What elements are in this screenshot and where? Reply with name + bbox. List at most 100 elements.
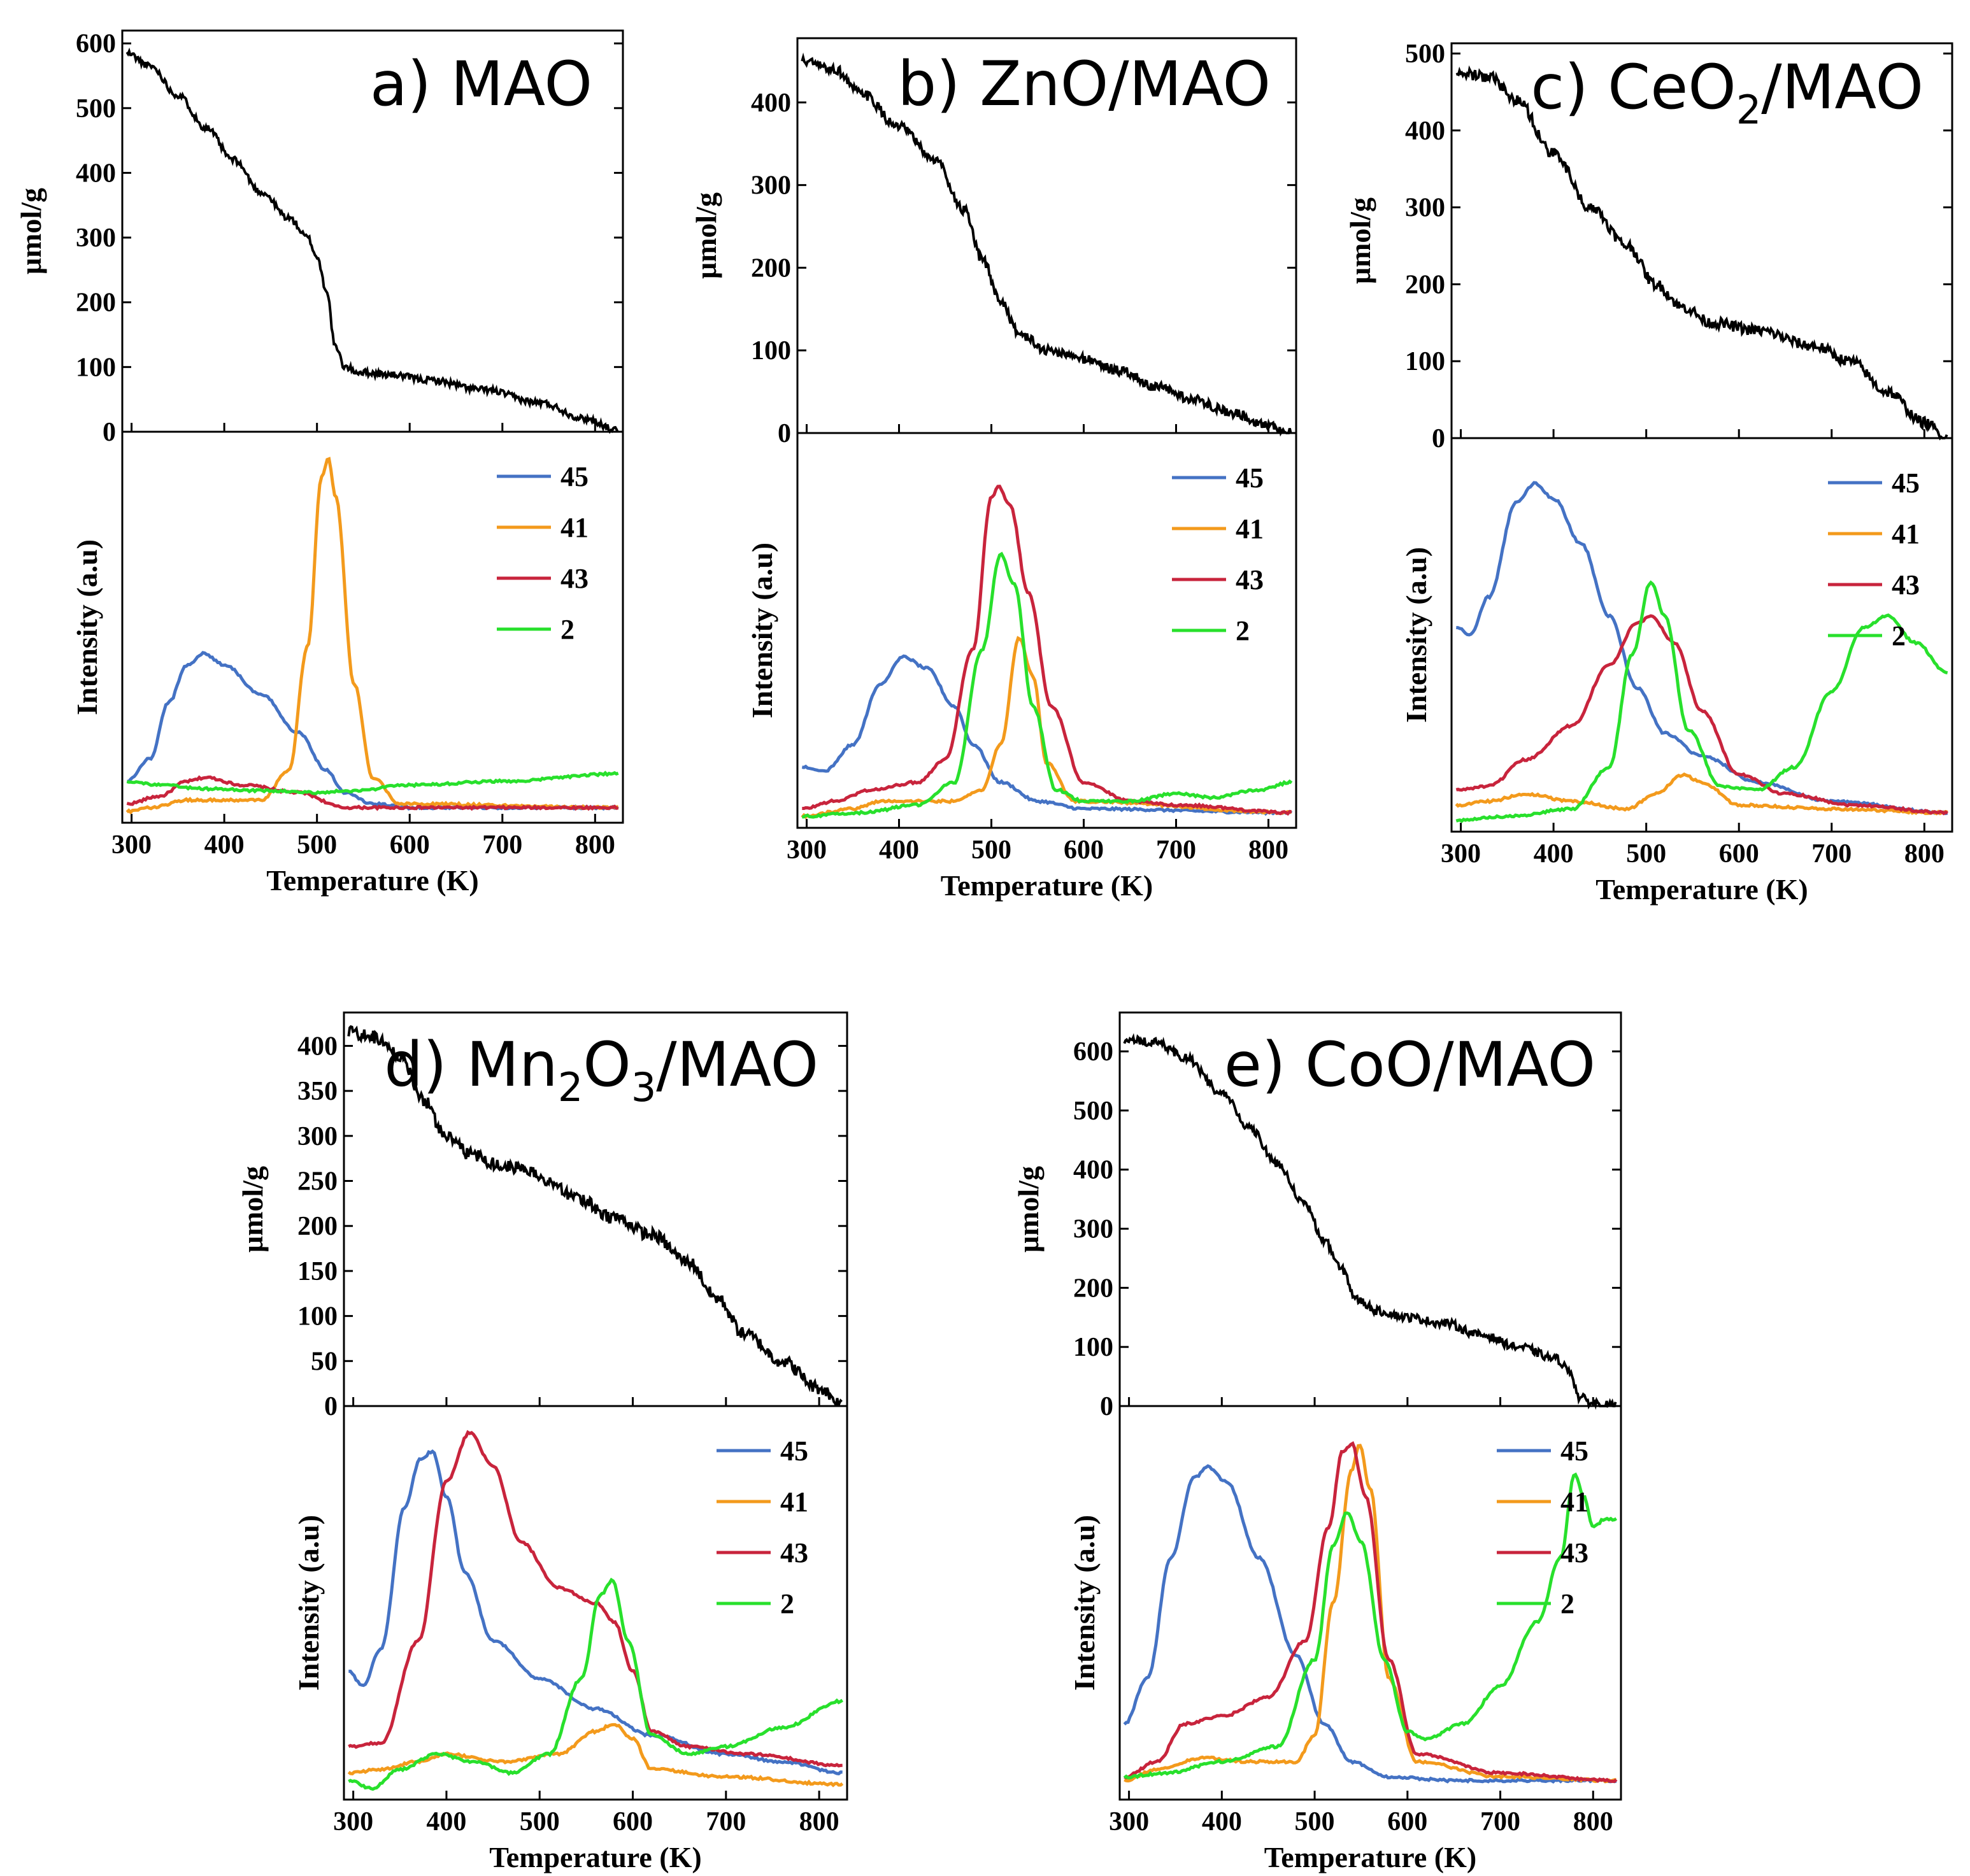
x-tick-label: 500 (1626, 839, 1666, 869)
series-line-45 (126, 651, 619, 811)
panel-title: a) MAO (370, 48, 592, 120)
x-tick-label: 500 (1295, 1807, 1335, 1837)
legend-label-2: 2 (780, 1588, 794, 1619)
y-tick-label: 500 (1073, 1097, 1113, 1126)
legend-label-2: 2 (1236, 615, 1250, 646)
x-tick-label: 600 (1064, 835, 1104, 865)
x-tick-label: 300 (787, 835, 827, 865)
panel-title: c) CeO2/MAO (1531, 52, 1924, 133)
y-tick-label: 100 (1405, 347, 1445, 376)
series-line-umol (1123, 1033, 1617, 1411)
x-tick-label: 500 (971, 835, 1011, 865)
x-tick-label: 700 (1811, 839, 1852, 869)
series-line-45 (1456, 481, 1948, 816)
y-tick-label: 150 (297, 1257, 338, 1286)
series-line-umol (347, 1025, 843, 1407)
x-tick-label: 300 (1441, 839, 1481, 869)
series-line-2 (802, 551, 1293, 819)
y-tick-label: 0 (324, 1392, 338, 1421)
y-tick-label: 100 (297, 1302, 338, 1332)
legend-label-2: 2 (1560, 1588, 1574, 1619)
x-tick-label: 400 (879, 835, 919, 865)
x-axis-label: Temperature (K) (266, 864, 478, 897)
panel-c: 0 100 200 300 400 500 300 400 500 600 700 800 Temper… (1344, 39, 1953, 906)
x-tick-label: 600 (390, 830, 430, 860)
legend-label-41: 41 (1236, 513, 1264, 544)
x-tick-label: 700 (482, 830, 522, 860)
x-axis-label: Temperature (K) (941, 869, 1153, 902)
panel-a: 0 100 200 300 400 500 600 300 400 500 600 700 800 Tem… (15, 29, 624, 897)
x-tick-label: 300 (1109, 1807, 1149, 1837)
series-line-2 (1455, 580, 1948, 823)
bottom-y-axis-label: Intensity (a.u) (71, 539, 103, 715)
bottom-plot-frame (343, 1405, 848, 1801)
y-tick-label: 200 (751, 253, 791, 283)
y-tick-label: 200 (1073, 1274, 1113, 1303)
bottom-y-axis-label: Intensity (a.u) (1400, 547, 1432, 723)
series-line-45 (348, 1449, 843, 1776)
y-tick-label: 400 (76, 159, 116, 188)
legend-label-43: 43 (1236, 564, 1264, 595)
y-tick-label: 200 (1405, 270, 1445, 299)
bottom-y-axis-label: Intensity (a.u) (292, 1515, 325, 1691)
y-tick-label: 200 (76, 288, 116, 318)
x-tick-label: 800 (575, 830, 615, 860)
x-tick-label: 700 (1480, 1807, 1520, 1837)
y-tick-label: 0 (103, 418, 116, 447)
y-tick-label: 300 (1073, 1215, 1113, 1244)
legend-label-45: 45 (1236, 462, 1264, 494)
series-line-43 (1455, 614, 1948, 816)
x-tick-label: 600 (613, 1807, 653, 1837)
y-tick-label: 0 (1432, 424, 1445, 453)
x-tick-label: 800 (1904, 839, 1945, 869)
y-tick-label: 600 (1073, 1037, 1113, 1067)
legend-label-45: 45 (560, 461, 589, 492)
y-tick-label: 600 (76, 29, 116, 59)
legend-label-43: 43 (780, 1537, 808, 1568)
top-y-axis-label: μmol/g (1012, 1166, 1045, 1253)
top-y-axis-label: μmol/g (15, 188, 47, 274)
bottom-plot-frame (1118, 1405, 1622, 1801)
top-y-axis-label: μmol/g (1344, 197, 1376, 284)
panel-title: b) ZnO/MAO (897, 48, 1271, 120)
x-tick-label: 700 (706, 1807, 746, 1837)
series-line-43 (802, 485, 1292, 816)
x-tick-label: 400 (1202, 1807, 1242, 1837)
x-tick-label: 800 (799, 1807, 839, 1837)
x-tick-label: 600 (1387, 1807, 1427, 1837)
y-tick-label: 100 (76, 353, 116, 382)
series-line-2 (1123, 1472, 1618, 1780)
x-axis-label: Temperature (K) (1595, 873, 1808, 906)
legend-label-45: 45 (780, 1435, 808, 1467)
bottom-y-axis-label: Intensity (a.u) (746, 543, 778, 718)
y-tick-label: 50 (311, 1347, 338, 1376)
series-line-2 (126, 771, 619, 795)
series-line-43 (348, 1430, 843, 1768)
series-line-umol (125, 47, 619, 434)
y-tick-label: 400 (1073, 1156, 1113, 1185)
y-tick-label: 500 (76, 94, 116, 124)
legend-label-43: 43 (1560, 1537, 1588, 1568)
bottom-plot-frame (121, 430, 624, 824)
y-tick-label: 0 (778, 419, 791, 448)
top-y-axis-label: μmol/g (690, 192, 722, 279)
x-tick-label: 700 (1156, 835, 1196, 865)
y-tick-label: 300 (297, 1122, 338, 1151)
top-y-axis-label: μmol/g (236, 1166, 269, 1253)
legend-label-41: 41 (780, 1486, 808, 1517)
series-line-41 (347, 1723, 844, 1787)
legend-label-43: 43 (560, 563, 589, 594)
series-line-2 (348, 1577, 844, 1791)
bottom-y-axis-label: Intensity (a.u) (1068, 1515, 1101, 1691)
y-tick-label: 250 (297, 1167, 338, 1197)
y-tick-label: 100 (1073, 1333, 1113, 1362)
bottom-plot-frame (796, 432, 1297, 829)
x-tick-label: 400 (1534, 839, 1574, 869)
legend-label-41: 41 (1560, 1486, 1588, 1517)
panel-b: 0 100 200 300 400 300 400 500 600 700 800 Temperatu… (690, 37, 1297, 902)
y-tick-label: 0 (1100, 1392, 1113, 1421)
x-axis-label: Temperature (K) (489, 1841, 701, 1873)
x-axis-label: Temperature (K) (1264, 1841, 1476, 1873)
panel-title: d) Mn2O3/MAO (384, 1029, 818, 1111)
